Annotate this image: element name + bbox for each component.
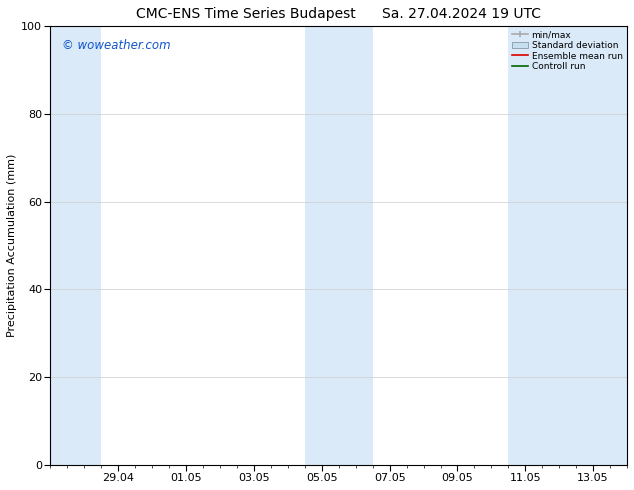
Bar bbox=[508, 26, 627, 465]
Bar bbox=[305, 26, 373, 465]
Y-axis label: Precipitation Accumulation (mm): Precipitation Accumulation (mm) bbox=[7, 154, 17, 337]
Text: © woweather.com: © woweather.com bbox=[62, 39, 171, 52]
Legend: min/max, Standard deviation, Ensemble mean run, Controll run: min/max, Standard deviation, Ensemble me… bbox=[510, 29, 624, 73]
Title: CMC-ENS Time Series Budapest      Sa. 27.04.2024 19 UTC: CMC-ENS Time Series Budapest Sa. 27.04.2… bbox=[136, 7, 541, 21]
Bar bbox=[51, 26, 101, 465]
